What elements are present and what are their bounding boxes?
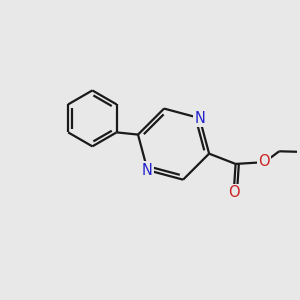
Text: N: N bbox=[142, 163, 153, 178]
Text: O: O bbox=[228, 185, 240, 200]
Text: N: N bbox=[194, 111, 205, 126]
Text: O: O bbox=[258, 154, 270, 169]
